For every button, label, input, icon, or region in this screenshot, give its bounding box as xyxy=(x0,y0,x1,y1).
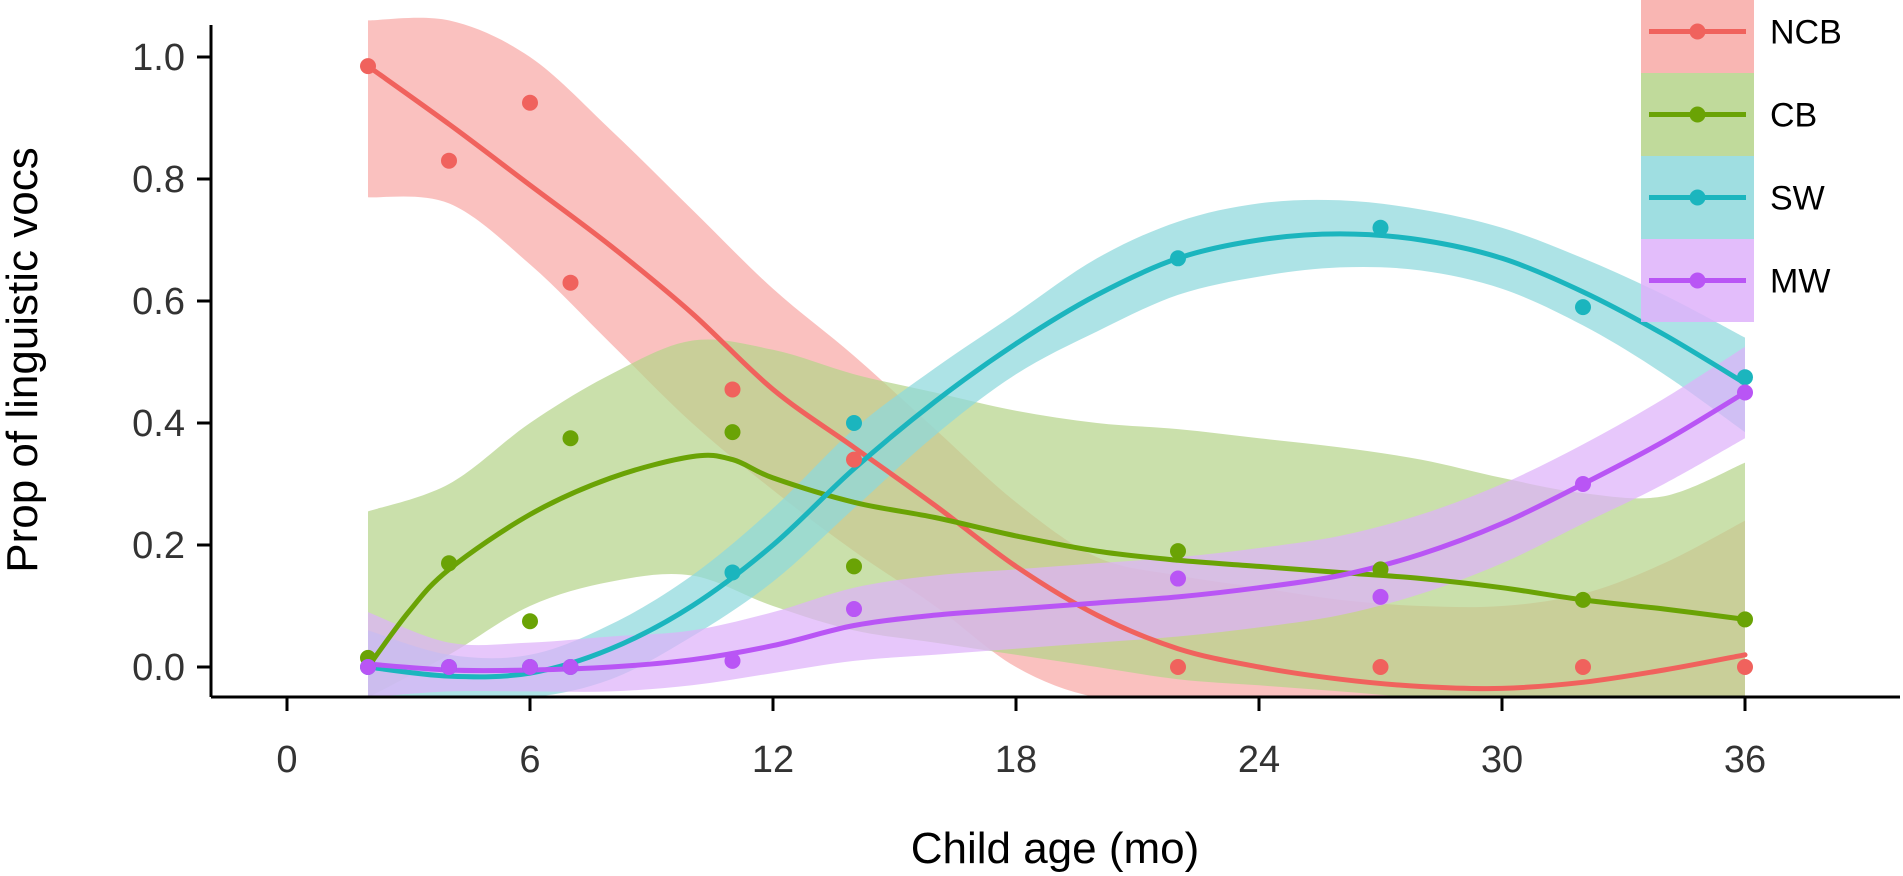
y-tick-label-2: 0.4 xyxy=(132,403,185,445)
confidence-bands xyxy=(368,17,1745,697)
y-tick-label-5: 1.0 xyxy=(132,37,185,79)
point-cb-8 xyxy=(1575,591,1591,608)
x-tick-label-6: 36 xyxy=(1724,739,1766,781)
legend-key-dot-sw xyxy=(1689,189,1706,206)
point-mw-5 xyxy=(846,601,862,618)
x-tick-label-3: 18 xyxy=(995,739,1037,781)
y-tick-label-4: 0.8 xyxy=(132,159,185,201)
y-ticks: 0.0 0.2 0.4 0.6 0.8 1.0 xyxy=(132,37,211,689)
band-cb xyxy=(368,339,1745,697)
y-tick-label-0: 0.0 xyxy=(132,647,185,689)
point-ncb-9 xyxy=(1737,659,1753,675)
point-mw-4 xyxy=(724,652,741,669)
x-tick-label-4: 24 xyxy=(1238,739,1280,781)
point-ncb-7 xyxy=(1372,659,1389,675)
point-sw-8 xyxy=(1575,299,1591,316)
point-mw-8 xyxy=(1575,476,1591,492)
point-ncb-4 xyxy=(724,381,741,398)
legend-key-dot-ncb xyxy=(1689,23,1706,40)
point-ncb-6 xyxy=(1170,659,1186,675)
point-ncb-0 xyxy=(360,58,376,75)
point-sw-7 xyxy=(1372,219,1389,236)
legend-key-dot-mw xyxy=(1689,272,1706,289)
point-cb-6 xyxy=(1170,543,1186,560)
fit-lines xyxy=(365,63,1748,692)
point-sw-9 xyxy=(1737,369,1753,386)
line-mw xyxy=(365,390,1748,674)
point-cb-2 xyxy=(522,613,538,630)
legend-label-ncb: NCB xyxy=(1770,14,1842,52)
point-mw-0 xyxy=(360,659,376,675)
point-mw-6 xyxy=(1170,570,1186,587)
point-mw-1 xyxy=(441,659,457,675)
point-sw-6 xyxy=(1170,250,1186,267)
point-ncb-3 xyxy=(562,274,579,291)
point-cb-4 xyxy=(724,424,741,441)
point-cb-9 xyxy=(1737,611,1753,628)
point-mw-9 xyxy=(1737,384,1753,401)
x-tick-label-0: 0 xyxy=(276,739,297,781)
line-ncb xyxy=(365,63,1748,692)
point-sw-5 xyxy=(846,415,862,431)
line-cb xyxy=(365,452,1748,670)
point-ncb-8 xyxy=(1575,659,1591,675)
point-cb-5 xyxy=(846,558,862,575)
point-mw-3 xyxy=(562,659,579,675)
point-mw-7 xyxy=(1372,588,1389,605)
band-mw xyxy=(368,346,1745,697)
axes: 0 6 12 18 24 30 36 0.0 0.2 0.4 0.6 0.8 1.0 xyxy=(132,25,1900,781)
x-tick-label-2: 12 xyxy=(752,739,794,781)
point-ncb-1 xyxy=(441,152,457,169)
point-cb-7 xyxy=(1372,561,1389,578)
y-tick-label-1: 0.2 xyxy=(132,525,185,567)
legend-label-sw: SW xyxy=(1770,180,1825,218)
x-ticks: 0 6 12 18 24 30 36 xyxy=(276,697,1766,781)
legend-label-mw: MW xyxy=(1770,263,1830,301)
legend-label-cb: CB xyxy=(1770,97,1817,135)
point-ncb-2 xyxy=(522,94,538,111)
point-cb-1 xyxy=(441,555,457,572)
line-sw xyxy=(365,231,1748,680)
data-points xyxy=(360,58,1753,675)
x-tick-label-1: 6 xyxy=(519,739,540,781)
point-ncb-5 xyxy=(846,451,862,468)
legend-key-dot-cb xyxy=(1689,106,1706,123)
point-mw-2 xyxy=(522,659,538,675)
y-tick-label-3: 0.6 xyxy=(132,281,185,323)
point-cb-3 xyxy=(562,430,579,447)
point-sw-4 xyxy=(724,564,741,581)
x-tick-label-5: 30 xyxy=(1481,739,1523,781)
x-axis-title: Child age (mo) xyxy=(911,824,1200,873)
band-sw xyxy=(368,199,1745,697)
y-axis-title: Prop of linguistic vocs xyxy=(0,147,47,573)
legend: NCB CB SW MW xyxy=(1641,0,1842,322)
